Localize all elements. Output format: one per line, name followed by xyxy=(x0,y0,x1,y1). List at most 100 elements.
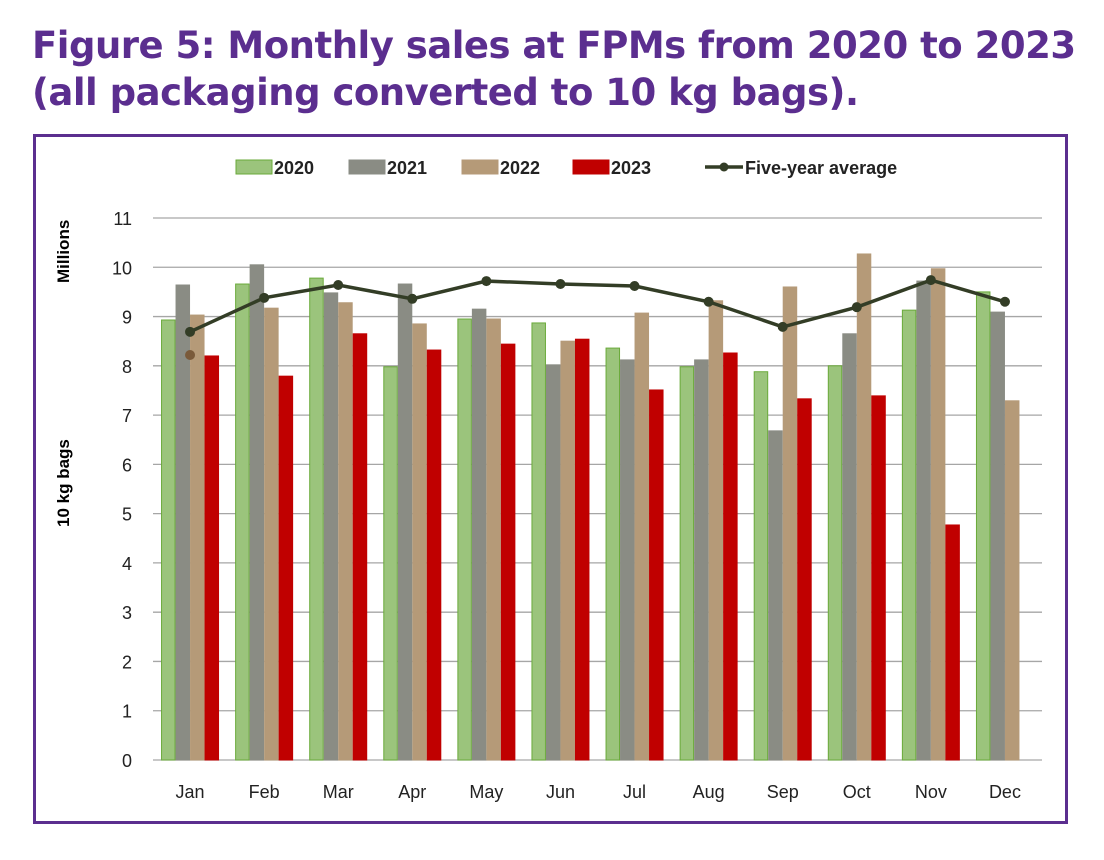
bar-2023-Oct xyxy=(871,395,886,761)
bar-2022-Mar xyxy=(338,302,353,761)
bar-2022-Dec xyxy=(1004,400,1020,761)
bar-2023-Feb xyxy=(278,375,294,761)
x-tick-label: Aug xyxy=(693,782,725,802)
bar-2023-Nov xyxy=(945,524,960,761)
x-tick-label: Jun xyxy=(546,782,575,802)
bar-2023-Apr xyxy=(426,349,442,761)
bar-2020-May xyxy=(457,318,472,761)
y-tick-label: 5 xyxy=(122,505,132,525)
bar-2023-Jun xyxy=(574,338,590,761)
five-year-average-point-Mar xyxy=(333,280,344,291)
five-year-average-point-May xyxy=(481,276,492,287)
bar-2020-Apr xyxy=(383,366,398,761)
x-tick-label: May xyxy=(469,782,503,802)
bar-2021-Mar xyxy=(323,292,339,761)
x-tick-label: Nov xyxy=(915,782,947,802)
bar-2021-May xyxy=(471,308,487,761)
five-year-average-point-Feb xyxy=(259,292,270,303)
five-year-average-point-Apr xyxy=(407,293,418,304)
five-year-average-point-Jun xyxy=(555,279,566,290)
bar-2020-Jul xyxy=(605,347,621,761)
x-tick-label: Apr xyxy=(398,782,426,802)
x-tick-label: Feb xyxy=(249,782,280,802)
y-tick-label: 10 xyxy=(112,258,132,278)
bar-2023-Aug xyxy=(723,352,738,761)
five-year-average-point-Jul xyxy=(629,280,640,291)
y-tick-label: 2 xyxy=(122,652,132,672)
bar-2020-Jun xyxy=(531,322,546,761)
y-tick-label: 1 xyxy=(122,702,132,722)
title-line-2: (all packaging converted to 10 kg bags). xyxy=(32,71,859,114)
five-year-average-point-Oct xyxy=(851,302,862,313)
bar-2021-Jun xyxy=(545,364,561,761)
legend-label-five-year-average: Five-year average xyxy=(745,158,897,178)
legend-swatch-2023 xyxy=(572,159,610,175)
x-tick-label: Dec xyxy=(989,782,1021,802)
bar-2020-Jan xyxy=(161,319,176,761)
bar-2022-May xyxy=(486,318,501,761)
y-tick-label: 3 xyxy=(122,603,132,623)
bar-2023-May xyxy=(500,343,516,761)
bar-2021-Apr xyxy=(397,283,413,761)
bar-2021-Aug xyxy=(694,359,709,761)
y-tick-label: 7 xyxy=(122,406,132,426)
y-tick-label: 4 xyxy=(122,554,132,574)
legend-label-2020: 2020 xyxy=(274,158,314,178)
legend-swatch-2020 xyxy=(235,159,273,175)
five-year-average-point-Aug xyxy=(703,296,714,307)
bar-2022-Jun xyxy=(560,340,575,761)
bar-2023-Mar xyxy=(352,333,368,761)
x-tick-label: Sep xyxy=(767,782,799,802)
five-year-average-point-Jan xyxy=(185,326,196,337)
bar-2022-Nov xyxy=(930,268,946,761)
x-tick-label: Jan xyxy=(176,782,205,802)
bar-2022-Apr xyxy=(412,323,427,761)
figure-title: Figure 5: Monthly sales at FPMs from 202… xyxy=(32,22,1076,116)
y-axis-label-millions: Millions xyxy=(54,220,73,283)
bar-2022-Aug xyxy=(708,300,724,761)
bar-2023-Jan xyxy=(204,355,220,761)
bar-2020-Mar xyxy=(309,277,324,761)
y-axis-label: 10 kg bags xyxy=(54,439,73,527)
five-year-average-point-Sep xyxy=(777,321,788,332)
chart-frame xyxy=(33,134,1068,824)
five-year-average-line xyxy=(189,278,1006,334)
bar-2022-Sep xyxy=(782,286,798,761)
legend-label-2021: 2021 xyxy=(387,158,427,178)
legend-label-2023: 2023 xyxy=(611,158,651,178)
y-tick-label: 9 xyxy=(122,308,132,328)
bar-2021-Sep xyxy=(768,430,783,761)
y-tick-label: 6 xyxy=(122,455,132,475)
legend-swatch-2022 xyxy=(461,159,499,175)
bar-2021-Dec xyxy=(990,311,1005,761)
bar-2023-Sep xyxy=(797,398,812,761)
x-tick-label: Mar xyxy=(323,782,354,802)
x-tick-label: Jul xyxy=(623,782,646,802)
bar-2020-Feb xyxy=(235,283,250,761)
bar-2021-Jan xyxy=(175,284,191,761)
legend-label-2022: 2022 xyxy=(500,158,540,178)
bar-2020-Dec xyxy=(975,291,991,761)
bar-2022-Jul xyxy=(634,312,650,761)
bar-2020-Nov xyxy=(901,309,917,761)
bar-2020-Sep xyxy=(753,371,769,761)
bar-2021-Nov xyxy=(916,280,931,761)
y-tick-label: 0 xyxy=(122,751,132,771)
legend-swatch-2021 xyxy=(348,159,386,175)
stray-marker xyxy=(185,349,196,360)
bar-2023-Jul xyxy=(649,389,664,761)
bar-2020-Aug xyxy=(679,366,695,761)
y-tick-label: 11 xyxy=(113,209,132,229)
five-year-average-point-Dec xyxy=(999,296,1010,307)
bar-2021-Oct xyxy=(842,333,857,761)
bar-2022-Jan xyxy=(190,314,205,761)
bar-2020-Oct xyxy=(827,365,843,761)
y-tick-label: 8 xyxy=(122,357,132,377)
x-tick-label: Oct xyxy=(843,782,871,802)
bar-2022-Feb xyxy=(264,307,279,761)
five-year-average-point-Nov xyxy=(925,275,936,286)
bar-2021-Feb xyxy=(249,264,265,761)
bar-2022-Oct xyxy=(856,253,872,761)
bar-2021-Jul xyxy=(620,359,635,761)
legend-line-marker xyxy=(719,162,729,172)
